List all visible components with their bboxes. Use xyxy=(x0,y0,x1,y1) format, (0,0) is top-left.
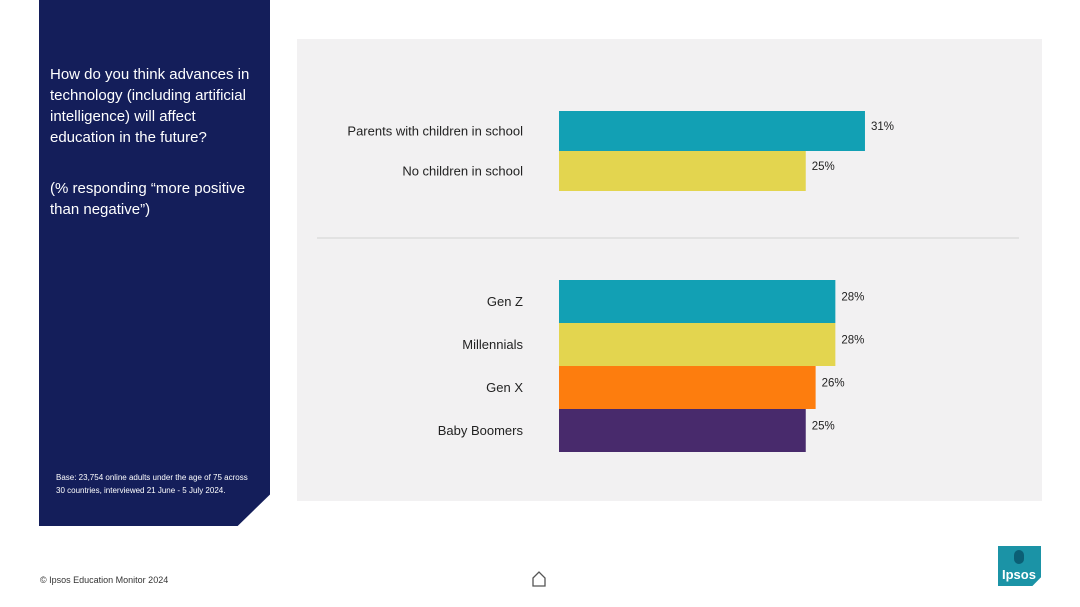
category-label: Millennials xyxy=(462,337,523,352)
question-subtitle: (% responding “more positive than negati… xyxy=(50,180,246,218)
question-text: How do you think advances in technology … xyxy=(50,66,250,146)
value-label: 31% xyxy=(871,121,894,133)
value-label: 28% xyxy=(841,335,864,347)
home-icon[interactable] xyxy=(531,570,547,593)
category-label: Baby Boomers xyxy=(438,423,524,438)
copyright: © Ipsos Education Monitor 2024 xyxy=(40,575,169,585)
bar-gen-x xyxy=(559,366,816,409)
logo-text: Ipsos xyxy=(1002,567,1036,582)
value-label: 25% xyxy=(812,161,835,173)
value-label: 26% xyxy=(822,378,845,390)
base-note: Base: 23,754 online adults under the age… xyxy=(56,473,248,495)
question-panel xyxy=(39,0,270,526)
category-label: Gen X xyxy=(486,380,523,395)
value-label: 25% xyxy=(812,421,835,433)
bar-baby-boomers xyxy=(559,409,806,452)
bar-gen-z xyxy=(559,280,836,323)
bar-parents-with-children-in-school xyxy=(559,111,865,151)
bar-no-children-in-school xyxy=(559,151,806,191)
category-label: Gen Z xyxy=(487,294,523,309)
category-label: No children in school xyxy=(402,164,523,179)
value-label: 28% xyxy=(841,292,864,304)
bar-chart: Parents with children in school 31% No chi… xyxy=(317,111,1019,452)
logo-mark-icon xyxy=(1014,550,1024,564)
bar-millennials xyxy=(559,323,836,366)
ipsos-logo: Ipsos xyxy=(998,546,1041,586)
category-label: Parents with children in school xyxy=(347,124,523,139)
